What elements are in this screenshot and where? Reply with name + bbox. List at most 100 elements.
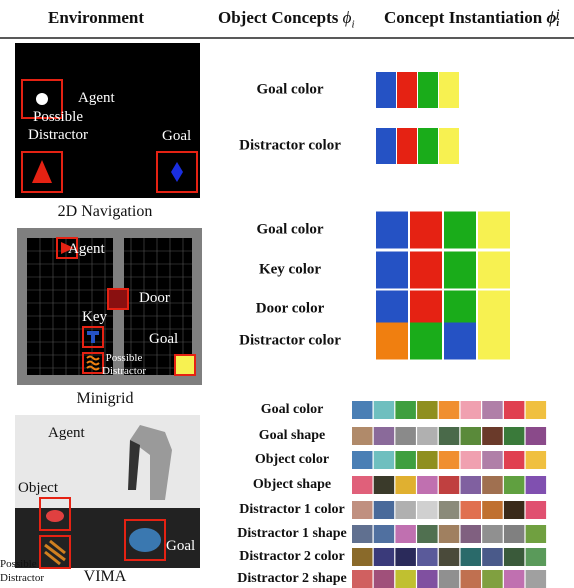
swatch <box>525 501 547 519</box>
image-label: Possible Distractor <box>0 558 44 584</box>
swatch <box>410 322 442 360</box>
image-label: Door <box>139 290 170 306</box>
swatch <box>395 548 416 566</box>
swatch <box>376 251 408 289</box>
image-label: Key <box>82 309 107 325</box>
swatch <box>417 570 438 588</box>
swatch <box>373 427 395 445</box>
swatch <box>418 72 438 108</box>
swatch <box>444 290 476 328</box>
swatch <box>478 290 510 328</box>
swatch <box>438 501 460 519</box>
swatch <box>352 525 373 543</box>
swatch <box>444 251 476 289</box>
concept-label: Object color <box>254 452 330 467</box>
swatch <box>373 451 395 469</box>
concept-label: Key color <box>258 261 322 278</box>
swatch <box>525 451 547 469</box>
subscript: i <box>351 18 355 31</box>
swatch <box>438 401 460 419</box>
symbol: ϕ <box>342 8 352 27</box>
swatch <box>417 451 438 469</box>
concept-label: Distractor color <box>239 332 341 349</box>
swatch <box>439 128 459 164</box>
swatch <box>395 570 416 588</box>
swatch <box>438 427 460 445</box>
swatch <box>373 401 395 419</box>
swatch <box>482 548 503 566</box>
swatch <box>460 476 481 494</box>
swatch <box>503 501 525 519</box>
swatch <box>482 501 503 519</box>
swatch <box>376 211 408 249</box>
swatch <box>373 476 395 494</box>
swatch <box>444 322 476 360</box>
vima-image <box>15 415 200 569</box>
swatch <box>460 548 481 566</box>
swatch <box>373 525 395 543</box>
swatch <box>460 525 481 543</box>
swatch <box>352 476 373 494</box>
concept-label: Object shape <box>252 477 332 492</box>
swatch <box>478 211 510 249</box>
swatches <box>352 72 547 588</box>
concept-label: Goal color <box>256 81 324 98</box>
swatch <box>503 548 525 566</box>
swatch <box>395 476 416 494</box>
nav2d-image <box>15 43 200 198</box>
concept-label: Distractor 2 color <box>239 549 345 564</box>
swatch <box>352 451 373 469</box>
swatch <box>352 427 373 445</box>
swatch <box>482 401 503 419</box>
swatch <box>438 570 460 588</box>
image-label: Goal <box>166 538 196 554</box>
swatch <box>460 427 481 445</box>
swatch <box>417 525 438 543</box>
concept-label: Goal color <box>256 221 324 238</box>
image-label: Possible Distractor <box>102 352 146 377</box>
swatch <box>352 401 373 419</box>
swatch <box>352 548 373 566</box>
swatch <box>418 128 438 164</box>
concept-label: Distractor 1 color <box>239 502 345 517</box>
swatch <box>410 211 442 249</box>
image-label: Possible Distractor <box>28 109 88 143</box>
swatch <box>482 570 503 588</box>
swatch <box>410 251 442 289</box>
swatch <box>525 570 547 588</box>
swatch <box>503 476 525 494</box>
swatch <box>438 548 460 566</box>
header-concepts: Object Concepts ϕi <box>218 8 355 30</box>
swatch <box>397 72 417 108</box>
swatch <box>376 290 408 328</box>
swatch <box>503 427 525 445</box>
swatch <box>438 476 460 494</box>
swatch <box>376 322 408 360</box>
swatch <box>417 548 438 566</box>
concept-label: Door color <box>255 300 325 317</box>
swatch <box>417 476 438 494</box>
environment-caption: Minigrid <box>76 390 134 407</box>
swatch <box>410 290 442 328</box>
superscript: j <box>556 9 560 21</box>
swatch <box>503 401 525 419</box>
environment-caption: 2D Navigation <box>57 203 153 220</box>
header-concepts-text: Object Concepts <box>218 8 339 27</box>
image-label: Agent <box>68 241 105 257</box>
swatch <box>373 548 395 566</box>
swatch <box>352 570 373 588</box>
environment-caption: VIMA <box>83 568 127 585</box>
swatch <box>373 570 395 588</box>
swatch <box>373 501 395 519</box>
swatch <box>478 322 510 360</box>
swatch <box>397 128 417 164</box>
swatch <box>376 128 396 164</box>
swatch <box>439 72 459 108</box>
swatch <box>460 451 481 469</box>
swatch <box>503 525 525 543</box>
swatch <box>525 525 547 543</box>
swatch <box>482 525 503 543</box>
